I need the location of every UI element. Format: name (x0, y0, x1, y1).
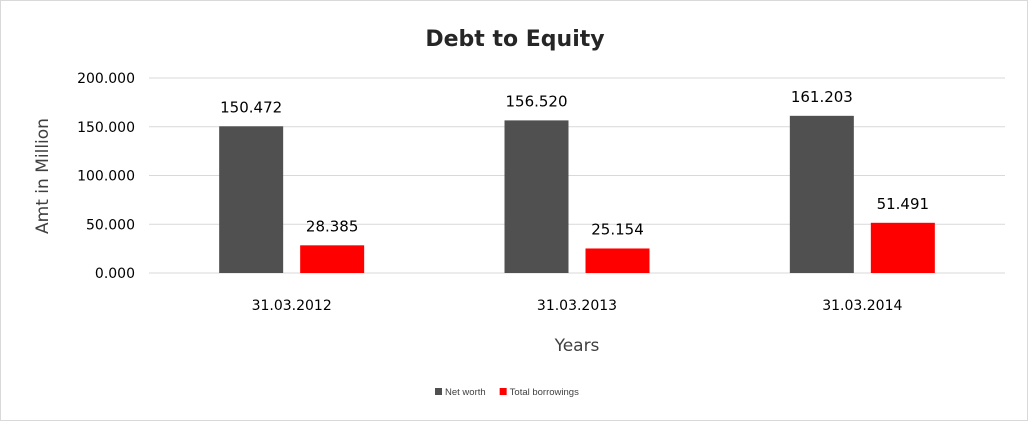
bars (219, 115, 935, 274)
legend-label: Total borrowings (510, 387, 579, 398)
legend-label: Net worth (445, 387, 486, 398)
data-label: 150.472 (220, 98, 282, 116)
x-axis-categories: 31.03.2012 31.03.2013 31.03.2014 (252, 298, 903, 314)
x-category-label: 31.03.2014 (822, 298, 902, 314)
y-tick-label: 150.000 (77, 120, 135, 136)
bar-total-borrowings (300, 245, 365, 273)
y-tick-label: 200.000 (77, 71, 135, 87)
data-label: 156.520 (505, 92, 567, 110)
data-label: 51.491 (877, 195, 930, 213)
bar-total-borrowings (870, 222, 935, 273)
y-tick-label: 0.000 (95, 266, 135, 282)
data-label: 161.203 (791, 88, 853, 106)
x-category-label: 31.03.2012 (252, 298, 332, 314)
data-labels: 150.472 28.385 156.520 25.154 161.203 51.491 (220, 88, 929, 239)
y-axis-ticks: 0.000 50.000 100.000 150.000 200.000 (77, 71, 135, 282)
bar-net-worth (789, 115, 854, 273)
bar-net-worth (504, 120, 569, 273)
y-axis-title: Amt in Million (33, 118, 53, 234)
chart-title: Debt to Equity (425, 27, 604, 52)
bar-total-borrowings (585, 248, 650, 273)
y-tick-label: 100.000 (77, 169, 135, 185)
x-category-label: 31.03.2013 (537, 298, 617, 314)
gridlines (149, 77, 1005, 274)
data-label: 25.154 (591, 220, 644, 238)
y-tick-label: 50.000 (86, 217, 135, 233)
bar-net-worth (219, 126, 284, 274)
x-axis-title: Years (554, 336, 600, 356)
data-label: 28.385 (306, 217, 359, 235)
legend-swatch (499, 388, 507, 395)
legend-swatch (435, 388, 442, 395)
legend: Net worth Total borrowings (435, 387, 579, 398)
